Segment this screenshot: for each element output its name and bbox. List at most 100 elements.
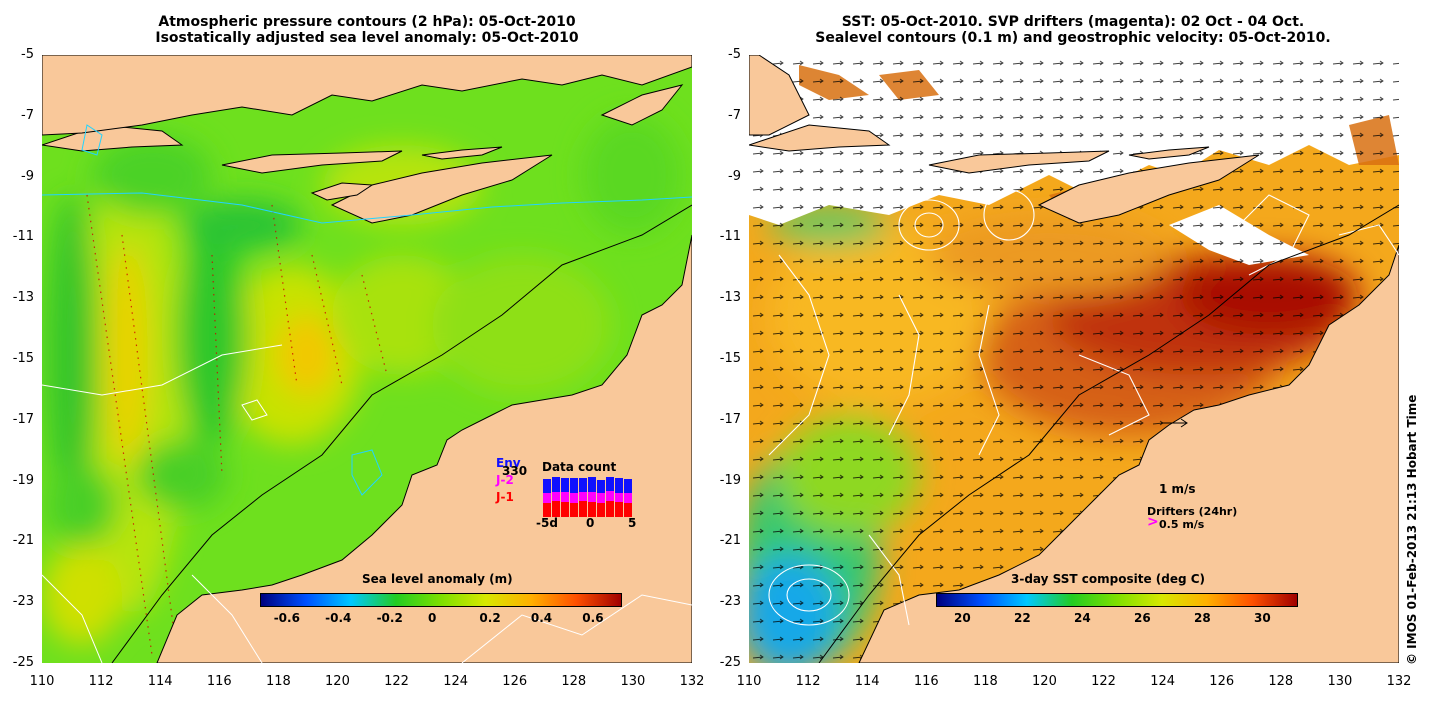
inset-bar-j2: [561, 492, 569, 502]
inset-legend-env-count: 330: [502, 464, 528, 478]
inset-legend-j2: J-2: [496, 473, 514, 487]
inset-bar-j2: [606, 491, 614, 501]
lon-tick-label: 130: [620, 674, 646, 689]
left-colorbar-tick-4: 0.2: [479, 611, 501, 625]
left-title-line2: Isostatically adjusted sea level anomaly…: [155, 30, 579, 46]
sst-map-graphic: [749, 55, 1399, 663]
right-colorbar-ticks: 20 22 24 26 28 30: [936, 611, 1296, 627]
lat-tick-label: -21: [719, 533, 741, 549]
lon-tick-label: 120: [1032, 674, 1057, 689]
inset-legend-env: Env: [496, 456, 521, 470]
left-colorbar-tick-1: -0.4: [325, 611, 352, 625]
lat-tick-label: -11: [12, 229, 34, 245]
inset-bar-env: [606, 477, 614, 491]
inset-bar-j1: [552, 501, 560, 517]
lat-tick-label: -19: [719, 472, 741, 488]
inset-bar-j2: [570, 493, 578, 503]
inset-bar-j1: [588, 502, 596, 517]
velocity-scale-arrow: [1161, 418, 1188, 428]
lat-tick-label: -7: [728, 107, 741, 123]
lon-tick-label: 128: [1268, 674, 1294, 689]
right-title-line1: SST: 05-Oct-2010. SVP drifters (magenta)…: [841, 14, 1305, 30]
australia-landmass-sst: [858, 244, 1399, 663]
right-colorbar-title: 3-day SST composite (deg C): [1011, 572, 1206, 586]
lon-tick-label: 132: [1386, 674, 1412, 689]
inset-bar-env: [552, 477, 560, 492]
right-colorbar-tick-4: 28: [1194, 611, 1211, 625]
lon-tick-label: 112: [795, 674, 821, 689]
lat-tick-label: -15: [719, 351, 741, 366]
lon-tick-label: 122: [384, 674, 409, 689]
inset-xtick-minus5d: -5d: [536, 516, 558, 530]
lon-tick-label: 128: [561, 674, 587, 689]
inset-bar-j1: [615, 502, 623, 517]
left-colorbar-ticks: -0.6 -0.4 -0.2 0 0.2 0.4 0.6: [260, 611, 620, 627]
lat-tick-label: -13: [12, 290, 34, 306]
lat-tick-label: -19: [12, 472, 34, 488]
left-colorbar-tick-3: 0: [428, 611, 437, 625]
inset-bar-j2: [597, 493, 605, 503]
inset-bar-j1: [597, 503, 605, 517]
inset-bar-env: [543, 479, 551, 493]
lon-tick-label: 132: [679, 674, 705, 689]
right-colorbar-tick-2: 24: [1074, 611, 1091, 625]
inset-bar-env: [561, 478, 569, 492]
imos-credit: © IMOS 01-Feb-2013 21:13 Hobart Time: [1405, 394, 1419, 665]
velocity-scale-label: 1 m/s: [1159, 482, 1196, 496]
inset-bar-env: [579, 478, 587, 492]
left-colorbar: [260, 593, 622, 607]
inset-bar-j2: [624, 493, 632, 503]
right-colorbar: [936, 593, 1298, 607]
inset-bar-j1: [624, 503, 632, 517]
inset-bar-env: [615, 478, 623, 493]
lon-tick-label: 124: [1150, 674, 1176, 689]
lat-tick-label: -5: [728, 47, 741, 62]
lat-tick-label: -11: [719, 229, 741, 245]
inset-bar-j2: [579, 492, 587, 501]
right-map-title: SST: 05-Oct-2010. SVP drifters (magenta)…: [748, 14, 1398, 46]
inset-bar-env: [570, 478, 578, 493]
inset-bar-chart: [543, 477, 632, 517]
lat-tick-label: -7: [21, 107, 34, 123]
inset-title: Data count: [542, 460, 617, 474]
lat-tick-label: -5: [21, 47, 34, 62]
lat-tick-label: -17: [719, 411, 741, 427]
lat-tick-label: -15: [12, 351, 34, 366]
lon-tick-label: 126: [502, 674, 528, 689]
inset-bar-j2: [615, 493, 623, 502]
drifter-speed-label: 0.5 m/s: [1159, 518, 1205, 531]
timor-island: [330, 154, 553, 224]
sea-level-anomaly-map[interactable]: Env 330 J-2 J-1 Data count -5d 0 5 Sea l…: [42, 55, 692, 663]
inset-xtick-0: 0: [586, 516, 595, 530]
timor-island-sst: [1037, 154, 1260, 224]
left-colorbar-tick-5: 0.4: [530, 611, 553, 625]
lat-tick-label: -17: [12, 411, 34, 427]
inset-legend-j1: J-1: [496, 490, 514, 504]
inset-xtick-5: 5: [628, 516, 637, 530]
lat-tick-label: -23: [12, 594, 34, 610]
sst-map[interactable]: 1 m/s Drifters (24hr) > 0.5 m/s 3-day SS…: [749, 55, 1399, 663]
lat-tick-label: -25: [12, 655, 34, 670]
lon-tick-label: 126: [1209, 674, 1235, 689]
inset-bar-env: [597, 480, 605, 493]
left-colorbar-tick-6: 0.6: [582, 611, 604, 625]
left-colorbar-title: Sea level anomaly (m): [362, 572, 513, 586]
lon-tick-label: 120: [325, 674, 350, 689]
drifter-arrow-icon: >: [1147, 514, 1159, 530]
right-colorbar-tick-5: 30: [1254, 611, 1271, 625]
lat-tick-label: -13: [719, 290, 741, 306]
inset-bar-j1: [579, 501, 587, 517]
lat-tick-label: -21: [12, 533, 34, 549]
left-map-title: Atmospheric pressure contours (2 hPa): 0…: [40, 14, 694, 46]
right-colorbar-tick-3: 26: [1134, 611, 1151, 625]
left-colorbar-tick-2: -0.2: [376, 611, 403, 625]
lon-tick-label: 116: [913, 674, 939, 689]
flores-chain-sst: [749, 124, 1210, 174]
lon-tick-label: 110: [29, 674, 55, 689]
right-colorbar-tick-0: 20: [954, 611, 971, 625]
sea-level-anomaly-map-graphic: [42, 55, 692, 663]
java-coast-sst: [749, 55, 810, 136]
lat-tick-label: -9: [728, 168, 741, 184]
lat-tick-label: -25: [719, 655, 741, 670]
drifters-label: Drifters (24hr): [1147, 505, 1238, 518]
